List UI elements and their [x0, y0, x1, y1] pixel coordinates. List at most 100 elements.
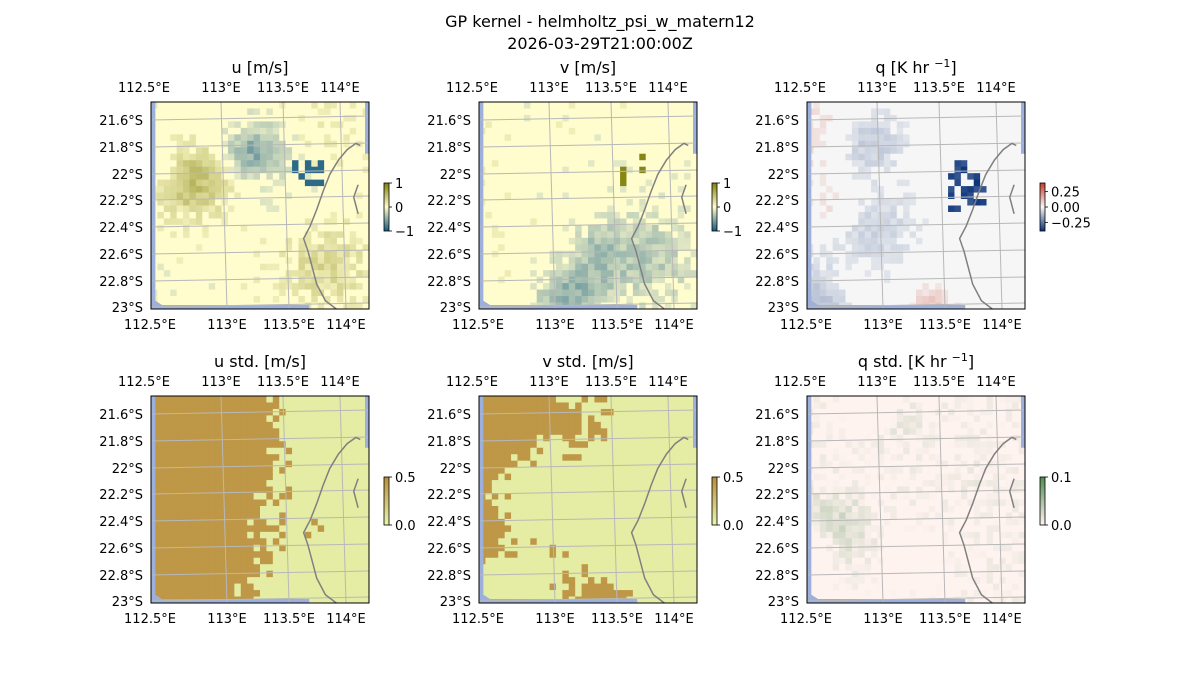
heatmap-cell: [1012, 102, 1019, 109]
heatmap-cell: [864, 114, 872, 122]
y-tick-label: 22.4°S: [99, 515, 143, 530]
heatmap-cell: [221, 283, 229, 290]
heatmap-cell: [620, 428, 627, 436]
heatmap-cell: [658, 160, 666, 168]
heatmap-cell: [536, 127, 544, 135]
heatmap-cell: [240, 518, 248, 526]
heatmap-cell: [292, 538, 299, 546]
heatmap-cell: [549, 480, 557, 487]
heatmap-cell: [170, 544, 178, 552]
heatmap-cell: [613, 396, 621, 403]
heatmap-cell: [202, 134, 210, 142]
heatmap-cell: [240, 467, 248, 475]
heatmap-cell: [813, 186, 821, 193]
heatmap-cell: [183, 493, 190, 500]
heatmap-cell: [562, 421, 570, 429]
heatmap-cell: [871, 244, 878, 252]
heatmap-cell: [349, 538, 357, 546]
heatmap-cell: [311, 396, 319, 403]
heatmap-cell: [157, 577, 165, 584]
heatmap-cell: [317, 408, 325, 416]
heatmap-cell: [176, 557, 184, 565]
heatmap-cell: [871, 257, 878, 265]
heatmap-cell: [253, 218, 261, 226]
heatmap-cell: [311, 121, 319, 129]
heatmap-cell: [658, 396, 666, 403]
heatmap-cell: [504, 192, 512, 200]
heatmap-cell: [600, 218, 608, 226]
heatmap-cell: [343, 505, 351, 513]
heatmap-cell: [170, 263, 178, 271]
heatmap-cell: [285, 166, 293, 174]
heatmap-cell: [1005, 108, 1013, 116]
heatmap-cell: [485, 467, 493, 475]
heatmap-cell: [948, 160, 955, 168]
heatmap-cell: [330, 250, 338, 258]
heatmap-cell: [253, 551, 261, 559]
heatmap-cell: [504, 244, 512, 252]
heatmap-cell: [871, 250, 878, 258]
heatmap-cell: [317, 467, 325, 475]
heatmap-cell: [240, 186, 248, 193]
heatmap-cell: [272, 283, 280, 290]
heatmap-cell: [170, 499, 178, 507]
heatmap-cell: [292, 199, 299, 206]
heatmap-cell: [189, 551, 197, 559]
heatmap-cell: [664, 186, 672, 193]
heatmap-cell: [163, 199, 171, 206]
heatmap-cell: [928, 102, 936, 109]
heatmap-cell: [568, 270, 576, 278]
heatmap-cell: [909, 160, 917, 168]
heatmap-cell: [941, 173, 949, 181]
heatmap-cell: [684, 231, 691, 239]
heatmap-cell: [826, 134, 834, 142]
heatmap-cell: [555, 205, 563, 213]
heatmap-cell: [652, 114, 659, 122]
heatmap-cell: [272, 237, 280, 245]
heatmap-cell: [311, 564, 319, 572]
heatmap-cell: [227, 447, 235, 455]
heatmap-cell: [221, 564, 229, 572]
heatmap-cell: [298, 538, 306, 546]
heatmap-cell: [260, 244, 267, 252]
heatmap-cell: [664, 179, 672, 187]
heatmap-cell: [511, 263, 518, 271]
heatmap-cell: [639, 186, 647, 193]
heatmap-cell: [684, 173, 691, 181]
heatmap-cell: [613, 199, 621, 206]
heatmap-cell: [491, 153, 499, 161]
heatmap-cell: [202, 114, 210, 122]
heatmap-cell: [973, 102, 981, 109]
heatmap-cell: [189, 531, 197, 539]
heatmap-cell: [568, 179, 576, 187]
heatmap-cell: [832, 153, 840, 161]
heatmap-cell: [581, 218, 589, 226]
heatmap-cell: [356, 551, 363, 559]
heatmap-cell: [555, 473, 563, 481]
heatmap-cell: [858, 134, 866, 142]
heatmap-cell: [588, 192, 595, 200]
heatmap-cell: [684, 283, 691, 290]
heatmap-cell: [626, 166, 634, 174]
heatmap-cell: [523, 428, 531, 436]
heatmap-cell: [285, 473, 293, 481]
heatmap-cell: [980, 250, 987, 258]
heatmap-cell: [909, 121, 917, 129]
heatmap-cell: [266, 102, 274, 109]
heatmap-cell: [208, 231, 216, 239]
heatmap-cell: [343, 590, 351, 597]
heatmap-cell: [491, 147, 499, 155]
heatmap-cell: [498, 211, 506, 219]
y-tick-label: 22°S: [768, 168, 799, 183]
heatmap-cell: [260, 231, 267, 239]
heatmap-cell: [588, 134, 595, 142]
heatmap-cell: [986, 153, 994, 161]
heatmap-cell: [498, 108, 506, 116]
heatmap-cell: [317, 102, 325, 109]
heatmap-cell: [903, 211, 910, 219]
heatmap-cell: [690, 263, 697, 271]
heatmap-cell: [517, 460, 525, 468]
heatmap-cell: [845, 192, 853, 200]
heatmap-cell: [1018, 296, 1025, 303]
heatmap-cell: [973, 283, 981, 290]
